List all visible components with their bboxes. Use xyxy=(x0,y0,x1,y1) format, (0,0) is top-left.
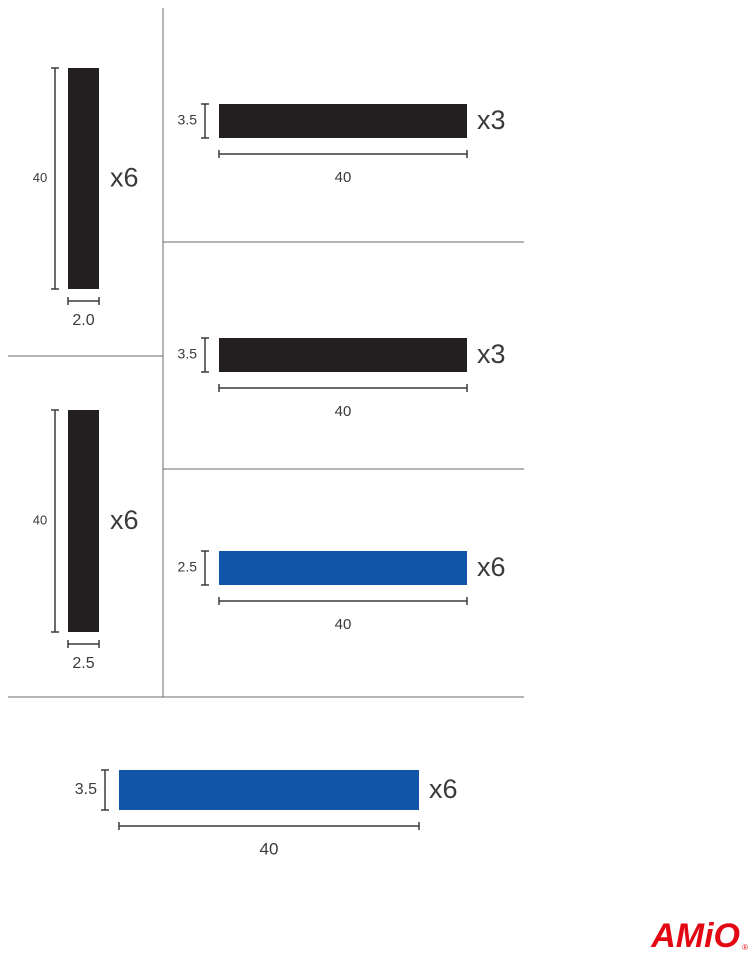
quantity-label: x3 xyxy=(477,339,506,369)
length-label: 40 xyxy=(33,170,47,185)
quantity-label: x6 xyxy=(477,552,506,582)
quantity-label: x6 xyxy=(110,163,139,193)
quantity-label: x6 xyxy=(429,774,458,804)
length-label: 40 xyxy=(335,403,352,420)
width-label: 3.5 xyxy=(75,781,97,798)
length-label: 40 xyxy=(335,616,352,633)
logo: AMiO xyxy=(650,917,740,955)
strip xyxy=(119,770,419,810)
width-label: 2.5 xyxy=(178,559,198,575)
strip xyxy=(68,68,99,289)
length-label: 40 xyxy=(335,169,352,186)
strip xyxy=(219,338,467,372)
strip xyxy=(219,551,467,585)
quantity-label: x6 xyxy=(110,505,139,535)
width-label: 2.5 xyxy=(72,655,94,672)
strip xyxy=(219,104,467,138)
quantity-label: x3 xyxy=(477,105,506,135)
length-label: 40 xyxy=(33,512,47,527)
separators xyxy=(8,8,524,698)
strip xyxy=(68,410,99,632)
width-label: 2.0 xyxy=(72,312,94,329)
logo-mark: ® xyxy=(742,943,748,952)
width-label: 3.5 xyxy=(178,346,198,362)
length-label: 40 xyxy=(260,839,279,858)
width-label: 3.5 xyxy=(178,112,198,128)
